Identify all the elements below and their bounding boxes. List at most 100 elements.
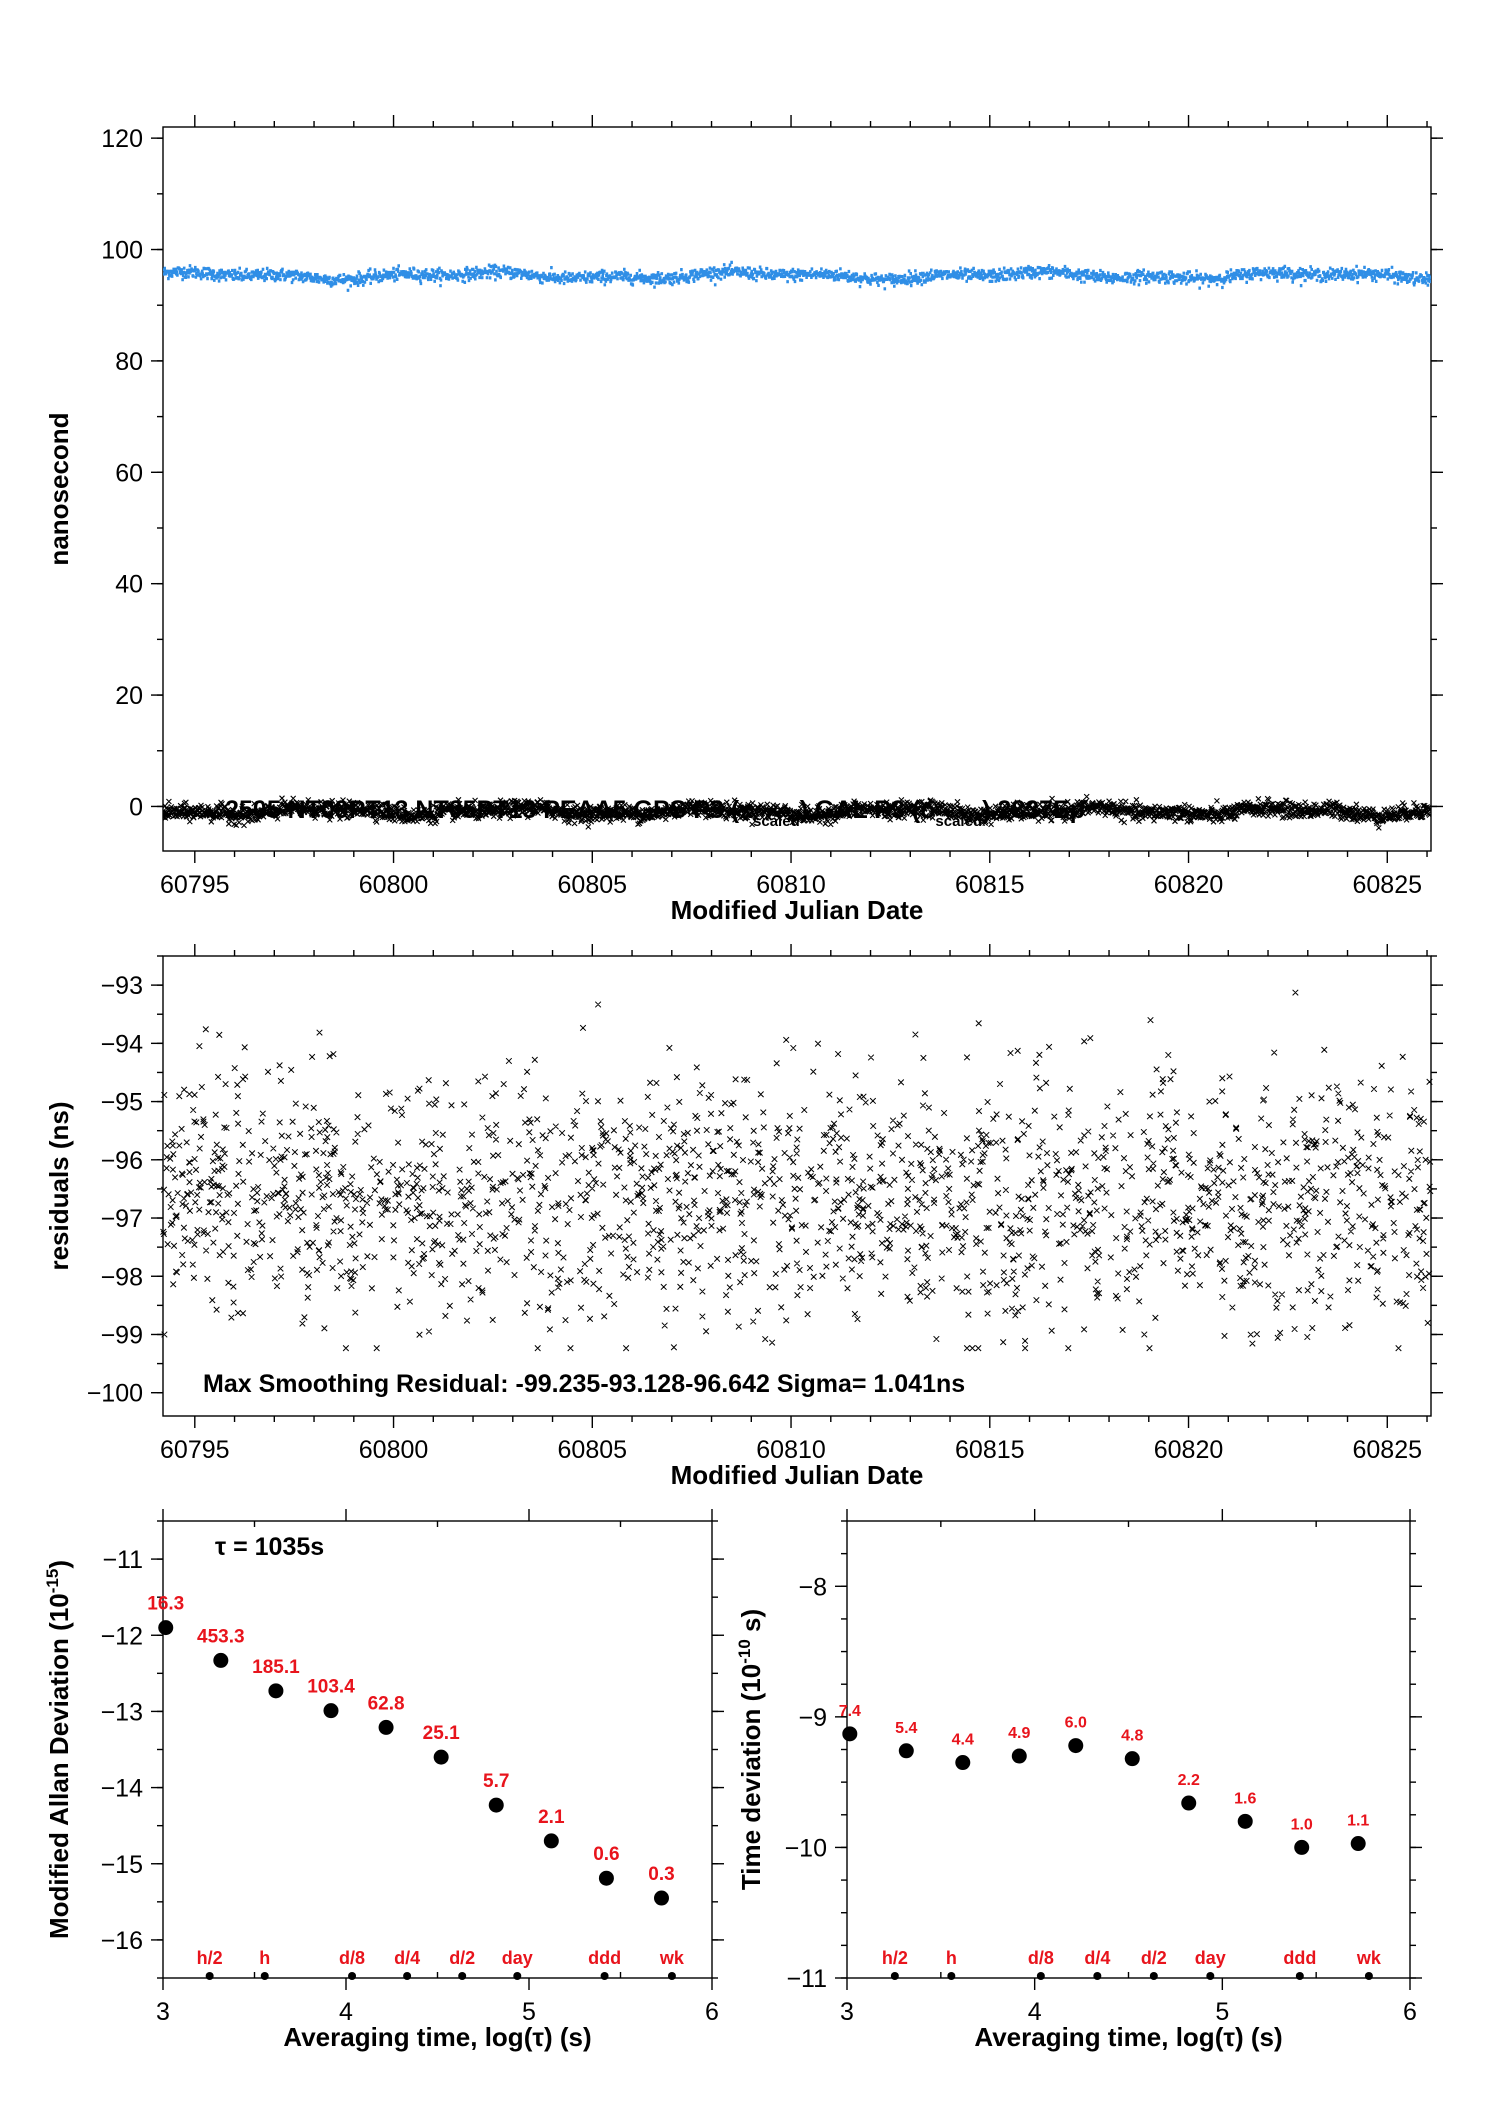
interval-marker (947, 1972, 956, 1980)
deviation-value-label: 4.8 (1121, 1728, 1143, 1745)
y-axis-title-end: s) (736, 1609, 766, 1639)
interval-marker-label: wk (659, 1948, 685, 1968)
interval-marker (403, 1972, 412, 1980)
x-tick-label: 60805 (558, 1436, 628, 1464)
x-tick-label: 60795 (160, 871, 230, 899)
legend-part: 2505 NT09PT13 NT05PT13 PEAA5 GPS P3 (x (225, 796, 753, 824)
x-tick-label: 60800 (359, 871, 429, 899)
interval-marker (1295, 1972, 1304, 1980)
deviation-point (1124, 1751, 1140, 1767)
residual-points (160, 989, 1434, 1352)
interval-marker (1206, 1972, 1215, 1980)
deviation-value-label: 25.1 (423, 1723, 460, 1744)
interval-marker-label: ddd (588, 1948, 621, 1968)
y-tick-label: 20 (115, 682, 143, 710)
x-tick-label: 4 (339, 1998, 353, 2026)
deviation-point (1068, 1738, 1084, 1754)
deviation-value-label: 2.2 (1178, 1772, 1200, 1789)
x-tick-label: 3 (156, 1998, 170, 2026)
y-tick-label: 80 (115, 348, 143, 376)
deviation-value-label: 4.9 (1008, 1725, 1030, 1742)
x-tick-label: 3 (840, 1998, 854, 2026)
plot-frame (162, 126, 1432, 852)
y-tick-label: −15 (101, 1851, 143, 1879)
deviation-value-label: 62.8 (368, 1693, 405, 1714)
interval-marker-label: d/4 (394, 1948, 420, 1968)
x-tick-label: 60815 (955, 871, 1025, 899)
x-tick-label: 5 (1215, 1998, 1229, 2026)
interval-marker-label: day (1195, 1948, 1226, 1968)
y-axis-title-text: Modified Allan Deviation (10 (44, 1593, 74, 1939)
y-tick-label: −11 (786, 1965, 827, 1993)
black-series-points (163, 793, 1431, 831)
deviation-point (898, 1743, 914, 1759)
x-axis-title: Modified Julian Date (671, 895, 924, 925)
y-axis-title-exponent: -10 (735, 1639, 754, 1664)
deviation-point (1011, 1748, 1027, 1764)
y-tick-label: −97 (101, 1205, 143, 1233)
deviation-value-label: 0.6 (593, 1844, 619, 1865)
deviation-point (268, 1683, 284, 1699)
y-tick-label: −14 (101, 1775, 144, 1803)
y-tick-label: 60 (115, 459, 143, 487)
deviation-value-label: 0.3 (648, 1864, 674, 1885)
time-series-plot: 60795 60800 60805 60810 60815 60820 60825 0 20 40… (44, 115, 1443, 925)
x-tick-label: 60815 (955, 1436, 1025, 1464)
blue-series-points (163, 260, 1431, 292)
deviation-value-label: 453.3 (197, 1626, 245, 1647)
plot-frame (846, 1520, 1411, 1979)
interval-marker-label: d/4 (1084, 1948, 1110, 1968)
y-tick-label: −98 (101, 1263, 143, 1291)
y-tick-label: 100 (101, 237, 143, 265)
deviation-point (433, 1749, 449, 1765)
interval-marker (1149, 1972, 1158, 1980)
x-tick-label: 60820 (1154, 1436, 1224, 1464)
residual-annotation: Max Smoothing Residual: -99.235-93.128-9… (203, 1370, 965, 1398)
x-tick-label: 6 (1403, 1998, 1417, 2026)
deviation-value-label: 1.1 (1347, 1813, 1369, 1830)
legend-subscript: scaled (753, 813, 800, 830)
deviation-value-label: 4.4 (952, 1732, 974, 1749)
deviation-point (378, 1719, 394, 1735)
deviation-value-label: 6.0 (1065, 1715, 1087, 1732)
interval-marker (890, 1972, 899, 1980)
y-axis-title-end: ) (44, 1560, 74, 1569)
x-tick-label: 60810 (756, 871, 826, 899)
y-axis-title-text: nanosecond (44, 412, 74, 565)
interval-marker (513, 1972, 522, 1980)
legend-subscript: scaled (935, 813, 982, 830)
y-axis-title: Time deviation (10-10 s) (735, 1609, 766, 1890)
interval-marker-label: d/8 (339, 1948, 365, 1968)
deviation-value-label: 2.1 (538, 1807, 565, 1828)
y-tick-label: −13 (101, 1698, 143, 1726)
interval-marker (1036, 1972, 1045, 1980)
legend-part: ) 2837Ep (982, 796, 1085, 824)
y-tick-label: −10 (785, 1834, 827, 1862)
interval-marker-label: wk (1356, 1948, 1382, 1968)
interval-marker-label: day (502, 1948, 533, 1968)
deviation-value-label: 5.7 (483, 1771, 509, 1792)
y-tick-label: −96 (101, 1147, 143, 1175)
deviation-value-label: 185.1 (252, 1657, 300, 1678)
x-axis-title: Averaging time, log(τ) (s) (283, 2022, 591, 2052)
deviation-point (543, 1833, 559, 1849)
deviation-point (1294, 1839, 1310, 1855)
deviation-value-label: 7.4 (839, 1703, 861, 1720)
y-axis-title: nanosecond (44, 412, 74, 565)
interval-marker-label: h (259, 1948, 270, 1968)
plot-frame (162, 1520, 713, 1979)
deviation-value-label: 1.0 (1291, 1816, 1313, 1833)
x-tick-label: 60795 (160, 1436, 230, 1464)
x-tick-label: 60810 (756, 1436, 826, 1464)
interval-marker-label: ddd (1283, 1948, 1316, 1968)
y-tick-label: −9 (798, 1704, 827, 1732)
interval-marker-label: h (946, 1948, 957, 1968)
deviation-point (653, 1890, 669, 1906)
y-tick-label: −99 (101, 1321, 143, 1349)
y-axis-title: residuals (ns) (44, 1101, 74, 1270)
interval-marker (458, 1972, 467, 1980)
legend-part: ) GAL P3 (o (800, 796, 936, 824)
interval-marker-label: d/8 (1028, 1948, 1054, 1968)
y-tick-label: −95 (101, 1089, 143, 1117)
